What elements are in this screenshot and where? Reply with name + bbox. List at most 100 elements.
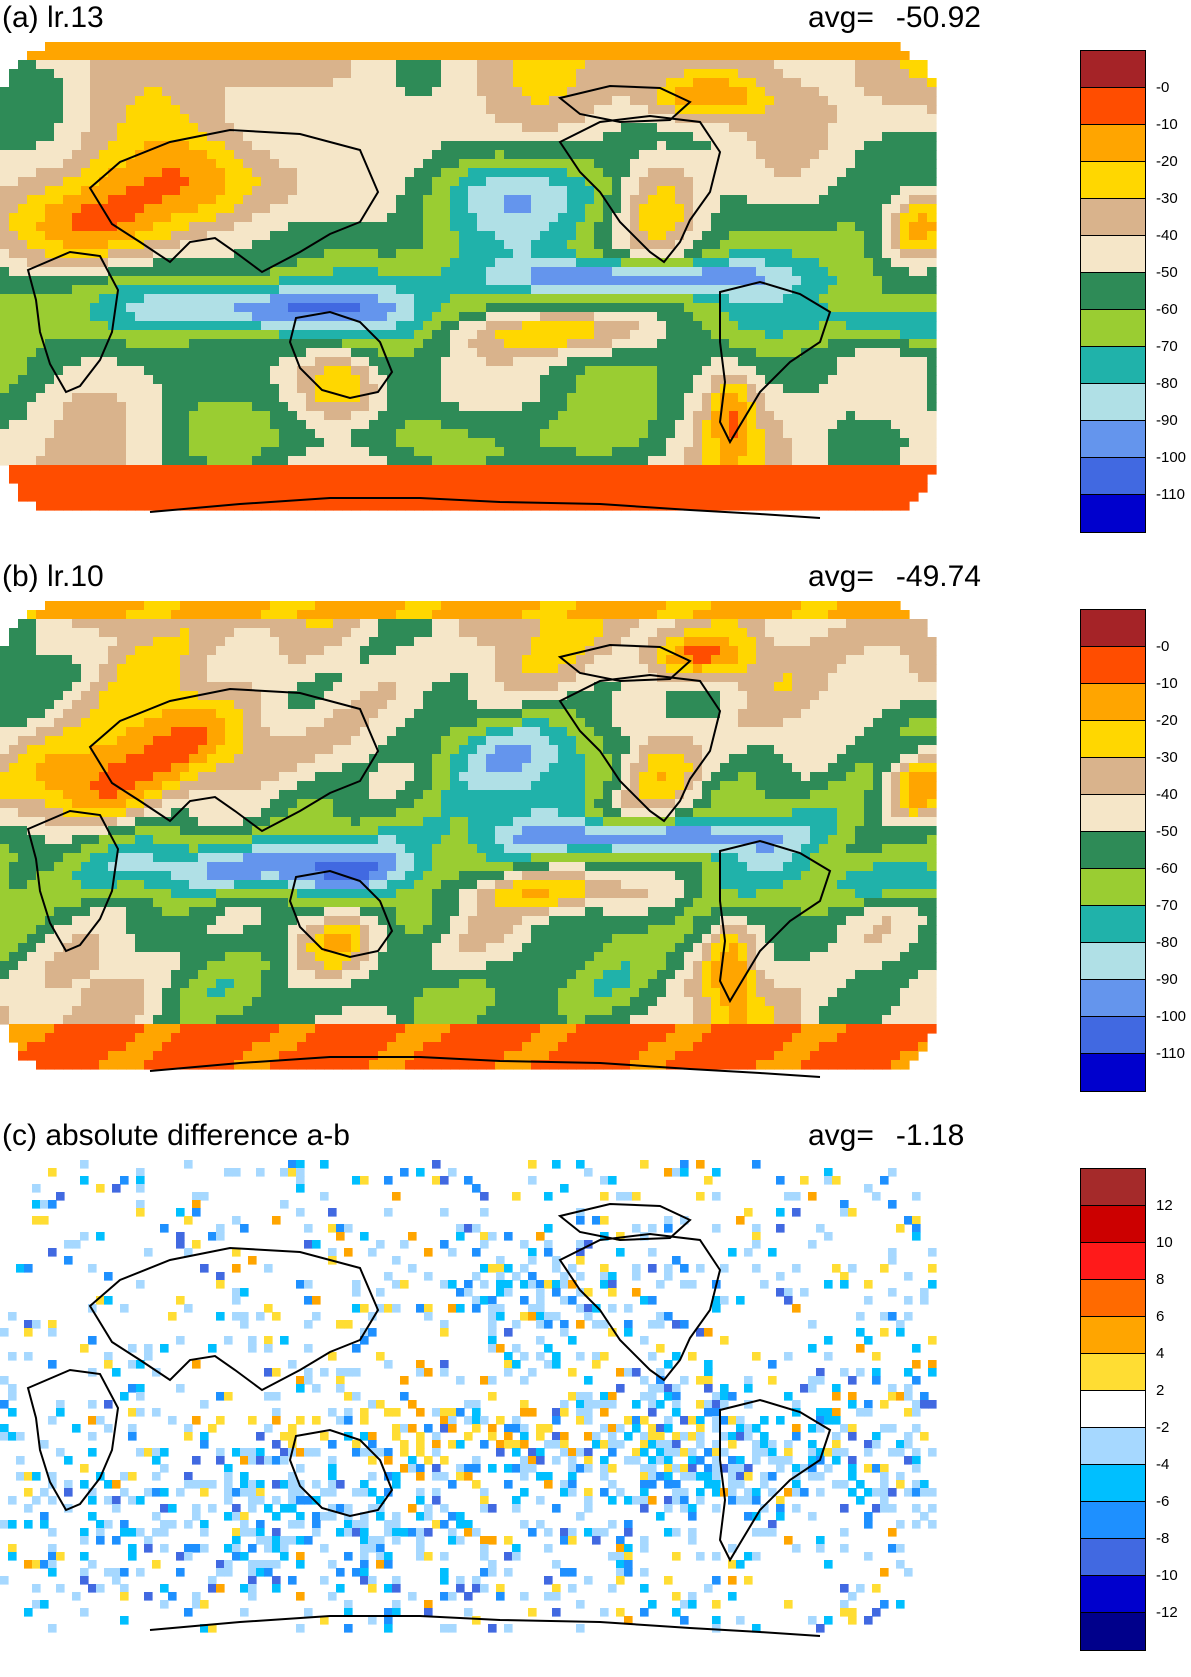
- panel-average: avg= -1.18: [808, 1118, 964, 1154]
- colorbar-tick-label: -110: [1156, 1045, 1185, 1062]
- colorbar-swatch: [1081, 199, 1145, 236]
- colorbar-swatch: [1081, 125, 1145, 162]
- colorbar-swatch: [1081, 832, 1145, 869]
- colorbar-swatch: [1081, 758, 1145, 795]
- colorbar-swatch: [1081, 906, 1145, 943]
- colorbar-swatch: [1081, 384, 1145, 421]
- colorbar-tick-label: -90: [1156, 971, 1178, 988]
- colorbar-swatches: [1080, 50, 1146, 533]
- colorbar-tick-label: -12: [1156, 1604, 1178, 1621]
- colorbar-tick-label: -0: [1156, 79, 1170, 96]
- grid-cells: [0, 1160, 937, 1633]
- colorbar-swatch: [1081, 684, 1145, 721]
- coastlines: [26, 643, 832, 1078]
- colorbar-tick-label: -100: [1156, 1008, 1187, 1025]
- grid-cells: [0, 601, 937, 1070]
- colorbar-tick-label: 12: [1156, 1197, 1173, 1214]
- colorbar-swatch: [1081, 162, 1145, 199]
- avg-label: avg=: [808, 560, 874, 593]
- difference-map: [0, 1160, 1010, 1672]
- colorbar-swatch: [1081, 1502, 1145, 1539]
- colorbar-tick-label: -40: [1156, 786, 1178, 803]
- colorbar-tick-label: -8: [1156, 1530, 1170, 1547]
- colorbar-swatch: [1081, 236, 1145, 273]
- colorbar-swatch: [1081, 1354, 1145, 1391]
- colorbar-swatch: [1081, 1054, 1145, 1091]
- panel-b: (b) lr.10 avg= -49.74 -0 -10 -20 -30 -40 -50 -6…: [0, 559, 1191, 1118]
- colorbar-swatch: [1081, 51, 1145, 88]
- panel-a: (a) lr.13 avg= -50.92 -0 -10 -20 -30 -40 -50 -6…: [0, 0, 1191, 559]
- panel-c: (c) absolute difference a-b avg= -1.18 12…: [0, 1118, 1191, 1677]
- colorbar-swatch: [1081, 647, 1145, 684]
- colorbar-tick-label: -10: [1156, 675, 1178, 692]
- colorbar-swatch: [1081, 1613, 1145, 1650]
- colorbar-swatch: [1081, 869, 1145, 906]
- colorbar-tick-label: -0: [1156, 638, 1170, 655]
- avg-label: avg=: [808, 1119, 874, 1152]
- colorbar-swatch: [1081, 1465, 1145, 1502]
- colorbar-swatch: [1081, 943, 1145, 980]
- colorbar-tick-label: 10: [1156, 1234, 1173, 1251]
- panel-title: (c) absolute difference a-b: [2, 1119, 350, 1152]
- avg-value: -50.92: [895, 1, 981, 34]
- colorbar-swatch: [1081, 347, 1145, 384]
- colorbar-swatch: [1081, 980, 1145, 1017]
- colorbar-tick-label: -40: [1156, 227, 1178, 244]
- colorbar-tick-label: -80: [1156, 375, 1178, 392]
- colorbar-tick-label: -4: [1156, 1456, 1170, 1473]
- colorbar-swatch: [1081, 795, 1145, 832]
- colorbar-tick-label: -10: [1156, 1567, 1178, 1584]
- colorbar-tick-label: -90: [1156, 412, 1178, 429]
- colorbar-tick-label: 6: [1156, 1308, 1165, 1325]
- colorbar-tick-label: -6: [1156, 1493, 1170, 1510]
- colorbar-swatch: [1081, 1017, 1145, 1054]
- colorbar-swatch: [1081, 88, 1145, 125]
- coastlines: [26, 1202, 832, 1637]
- colorbar-swatch: [1081, 1539, 1145, 1576]
- colorbar-tick-label: -60: [1156, 860, 1178, 877]
- colorbar-tick-label: 4: [1156, 1345, 1165, 1362]
- colorbar-swatch: [1081, 1391, 1145, 1428]
- colorbar-tick-label: -70: [1156, 338, 1178, 355]
- colorbar-tick-label: -2: [1156, 1419, 1170, 1436]
- colorbar-swatches: [1080, 609, 1146, 1092]
- avg-label: avg=: [808, 1, 874, 34]
- colorbar-swatch: [1081, 1169, 1145, 1206]
- colorbar-swatch: [1081, 495, 1145, 532]
- colorbar-tick-label: -100: [1156, 449, 1187, 466]
- colorbar-swatch: [1081, 1280, 1145, 1317]
- avg-value: -49.74: [895, 560, 981, 593]
- panel-title: (b) lr.10: [2, 560, 104, 593]
- colorbar-swatch: [1081, 1243, 1145, 1280]
- colorbar: -0 -10 -20 -30 -40 -50 -60 -70 -80 -90 -100 -110: [1080, 50, 1186, 533]
- colorbar-tick-label: 8: [1156, 1271, 1165, 1288]
- colorbar-swatches: [1080, 1168, 1146, 1651]
- colorbar-swatch: [1081, 273, 1145, 310]
- colorbar-tick-label: -50: [1156, 823, 1178, 840]
- grid-cells: [0, 42, 937, 511]
- colorbar-tick-label: -30: [1156, 190, 1178, 207]
- colorbar: -0 -10 -20 -30 -40 -50 -60 -70 -80 -90 -100 -110: [1080, 609, 1186, 1092]
- colorbar-tick-label: -20: [1156, 153, 1178, 170]
- colorbar-tick-label: -110: [1156, 486, 1185, 503]
- colorbar-tick-label: -10: [1156, 116, 1178, 133]
- colorbar-swatch: [1081, 1428, 1145, 1465]
- colorbar-swatch: [1081, 1206, 1145, 1243]
- colorbar-swatch: [1081, 1576, 1145, 1613]
- colorbar-tick-label: -80: [1156, 934, 1178, 951]
- colorbar: 12 10 8 6 4 2 -2 -4 -6 -8 -10 -12: [1080, 1168, 1178, 1651]
- colorbar-tick-label: -20: [1156, 712, 1178, 729]
- field-map: [0, 42, 1010, 554]
- field-map: [0, 601, 1010, 1113]
- colorbar-tick-label: 2: [1156, 1382, 1165, 1399]
- colorbar-tick-label: -50: [1156, 264, 1178, 281]
- avg-value: -1.18: [895, 1119, 965, 1152]
- panel-title: (a) lr.13: [2, 1, 104, 34]
- colorbar-swatch: [1081, 421, 1145, 458]
- colorbar-swatch: [1081, 721, 1145, 758]
- panel-average: avg= -50.92: [808, 0, 981, 36]
- coastlines: [26, 84, 832, 519]
- colorbar-swatch: [1081, 610, 1145, 647]
- colorbar-tick-label: -60: [1156, 301, 1178, 318]
- colorbar-swatch: [1081, 458, 1145, 495]
